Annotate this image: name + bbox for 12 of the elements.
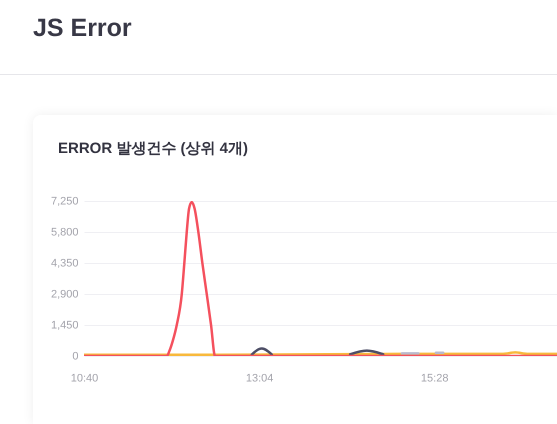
chart-title: JS Error: [33, 13, 132, 43]
x-tick-label: 13:04: [246, 372, 274, 384]
y-tick-label: 5,800: [50, 226, 78, 238]
chart-subtitle: ERROR 발생건수 (상위 4개): [58, 139, 248, 158]
y-tick-label: 1,450: [50, 320, 78, 332]
y-tick-label: 4,350: [50, 258, 78, 270]
line-series: [84, 201, 557, 356]
x-tick-label: 15:28: [420, 372, 448, 384]
y-tick-label: 7,250: [50, 196, 78, 208]
x-tick-label: 10:40: [70, 372, 98, 384]
y-tick-label: 2,900: [50, 288, 78, 300]
y-tick-label: 0: [72, 350, 78, 362]
